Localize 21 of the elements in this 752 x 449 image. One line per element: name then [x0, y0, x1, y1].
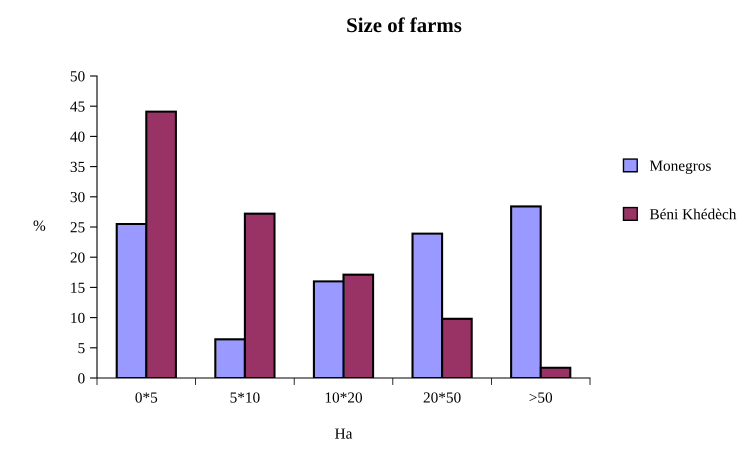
x-tick-label: >50	[530, 392, 552, 403]
y-tick-label: 40	[70, 132, 85, 142]
y-tick-label: 35	[70, 162, 85, 172]
x-axis-title: Ha	[335, 428, 352, 439]
chart-title: Size of farms	[347, 17, 462, 32]
y-tick-label: 5	[78, 343, 85, 354]
x-tick-label: 5*10	[230, 392, 260, 403]
y-axis-title: %	[34, 220, 46, 231]
y-tick-label: 45	[70, 101, 85, 112]
y-tick-label: 25	[70, 222, 85, 232]
x-tick-label: 0*5	[135, 392, 158, 403]
y-tick-label: 50	[70, 71, 85, 82]
y-tick-label: 10	[71, 312, 85, 324]
y-tick-label: 30	[70, 192, 85, 202]
x-tick-label: 20*50	[424, 392, 461, 403]
x-tick-label: 10*20	[326, 392, 362, 403]
y-tick-label: 15	[71, 282, 85, 293]
legend-label: Béni Khédèch	[650, 208, 736, 220]
y-tick-label: 20	[70, 252, 85, 263]
legend-label: Monegros	[650, 160, 711, 174]
y-tick-label: 0	[78, 373, 85, 384]
